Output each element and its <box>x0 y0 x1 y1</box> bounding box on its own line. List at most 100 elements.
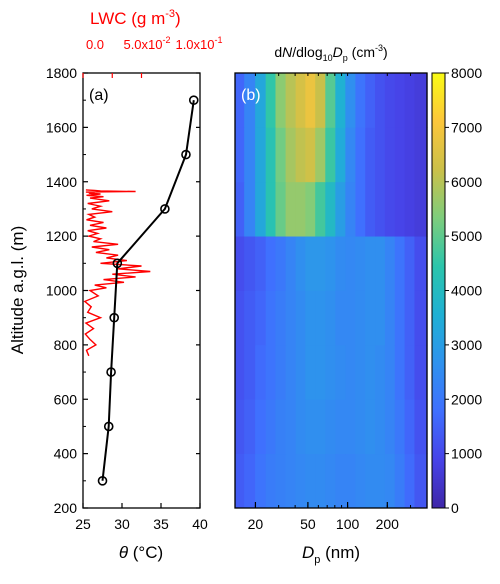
heatmap-cell <box>394 399 406 455</box>
lwc-tick-label: 1.0x10-1 <box>175 35 222 52</box>
heatmap-cells <box>235 73 428 509</box>
heatmap-cell <box>265 399 277 455</box>
heatmap-cell <box>295 399 306 455</box>
heatmap-cell <box>384 399 396 455</box>
heatmap-cell <box>335 344 346 400</box>
heatmap-cell <box>404 127 416 183</box>
heatmap-cell <box>315 399 326 455</box>
lwc-tick-label: 0.0 <box>86 37 104 52</box>
heatmap-cell <box>235 73 245 128</box>
heatmap-cell <box>295 73 306 128</box>
heatmap-cell <box>235 127 245 183</box>
heatmap-cell <box>355 127 366 183</box>
heatmap-cell <box>394 181 406 237</box>
top-label-p: p <box>343 53 348 63</box>
heatmap-cell <box>355 181 366 237</box>
heatmap-cell <box>244 399 256 455</box>
heatmap-cell <box>345 290 356 346</box>
heatmap-cell <box>365 181 376 237</box>
lwc-label-text: LWC (g m <box>90 9 165 28</box>
heatmap-cell <box>295 236 306 291</box>
heatmap-cell <box>355 399 366 455</box>
panel-a-top-x-ticks: 0.0 5.0x10-2 1.0x10-1 <box>82 35 223 78</box>
top-label-unit: (cm <box>348 44 375 60</box>
heatmap-cell <box>345 181 356 237</box>
heatmap-cell <box>305 399 316 455</box>
heatmap-cell <box>285 453 297 509</box>
heatmap-cell <box>404 236 416 291</box>
heatmap-cell <box>384 290 396 346</box>
heatmap-cell <box>265 236 277 291</box>
heatmap-cell <box>235 453 245 509</box>
heatmap-cell <box>414 127 428 183</box>
heatmap-cell <box>325 73 336 128</box>
heatmap-cell <box>285 344 297 400</box>
heatmap-cell <box>335 236 346 291</box>
heatmap-cell <box>255 344 267 400</box>
heatmap-cell <box>255 73 267 128</box>
heatmap-cell <box>315 181 326 237</box>
heatmap-cell <box>414 73 428 128</box>
lwc-tick-label: 5.0x10-2 <box>123 35 170 52</box>
colorbar-tick-label: 0 <box>451 500 459 516</box>
heatmap-cell <box>295 181 306 237</box>
heatmap-cell <box>244 127 256 183</box>
heatmap-cell <box>285 399 297 455</box>
heatmap-cell <box>365 73 376 128</box>
heatmap-cell <box>315 127 326 183</box>
heatmap-cell <box>335 399 346 455</box>
heatmap-cell <box>414 236 428 291</box>
x-tick-label: 200 <box>376 516 400 532</box>
heatmap-cell <box>414 290 428 346</box>
colorbar-tick-label: 7000 <box>451 119 482 135</box>
panel-b-x-axis-label: Dp (nm) <box>302 543 360 566</box>
y-tick-label: 1400 <box>46 174 77 190</box>
y-tick-label: 1800 <box>46 65 77 81</box>
heatmap-cell <box>235 399 245 455</box>
x-tick-label: 35 <box>153 516 169 532</box>
heatmap-cell <box>315 73 326 128</box>
panel-b-x-ticks: 20 50 100 200 <box>248 73 412 532</box>
top-label-D: D <box>333 44 343 60</box>
heatmap-cell <box>275 127 287 183</box>
heatmap-cell <box>305 181 316 237</box>
x-tick-label: 30 <box>114 516 130 532</box>
heatmap-cell <box>315 344 326 400</box>
heatmap-cell <box>404 399 416 455</box>
heatmap-cell <box>275 453 287 509</box>
x-tick-label: 40 <box>192 516 208 532</box>
heatmap-cell <box>325 181 336 237</box>
heatmap-cell <box>265 453 277 509</box>
heatmap-cell <box>404 181 416 237</box>
theta-point <box>181 149 191 160</box>
heatmap-cell <box>375 73 386 128</box>
heatmap-cell <box>265 181 277 237</box>
theta-unit: (°C) <box>128 543 163 562</box>
heatmap-cell <box>315 236 326 291</box>
heatmap-cell <box>305 73 316 128</box>
colorbar-ticks: 0 1000 2000 3000 4000 5000 6000 7000 8000 <box>445 65 482 516</box>
heatmap-cell <box>414 453 428 509</box>
y-tick-label: 800 <box>54 337 78 353</box>
heatmap-cell <box>375 127 386 183</box>
top-label-10: 10 <box>323 53 333 63</box>
heatmap-cell <box>244 344 256 400</box>
heatmap-cell <box>325 453 336 509</box>
heatmap-cell <box>275 399 287 455</box>
heatmap-cell <box>244 290 256 346</box>
panel-a-y-axis-label: Altitude a.g.l. (m) <box>8 226 27 355</box>
panel-b-frame <box>234 72 428 509</box>
heatmap-cell <box>255 127 267 183</box>
panel-a-y-ticks: 200 400 600 800 1000 1200 1400 1600 1800 <box>46 65 200 516</box>
heatmap-cell <box>345 127 356 183</box>
heatmap-cell <box>335 73 346 128</box>
panel-b-top-label: dN/dlog10Dp (cm-3) <box>274 43 387 63</box>
lwc-series <box>83 189 151 357</box>
heatmap-cell <box>335 453 346 509</box>
colorbar-tick-label: 4000 <box>451 283 482 299</box>
heatmap-cell <box>394 344 406 400</box>
top-label-n: N <box>282 44 293 60</box>
dp-symbol: D <box>302 543 314 562</box>
heatmap-cell <box>394 127 406 183</box>
heatmap-cell <box>275 236 287 291</box>
